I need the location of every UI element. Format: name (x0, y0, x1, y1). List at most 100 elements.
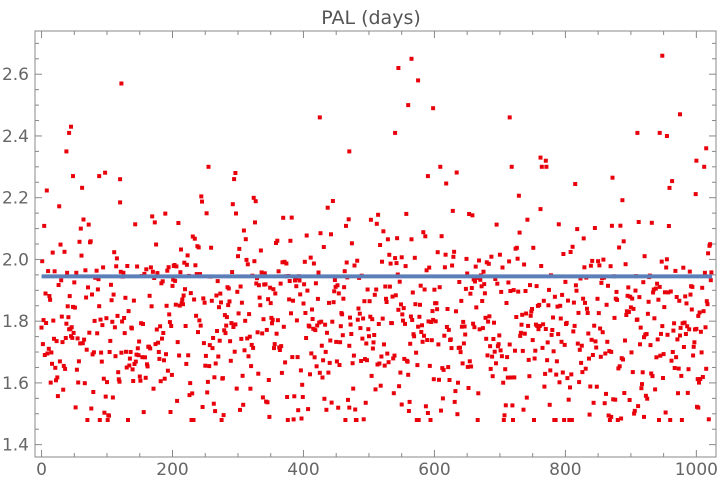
data-point (670, 350, 675, 354)
data-point (411, 332, 416, 337)
data-point (272, 342, 277, 347)
data-point (297, 278, 302, 283)
data-point (247, 312, 252, 317)
data-point (115, 313, 120, 318)
data-point (232, 349, 237, 354)
data-point (174, 264, 179, 269)
data-point (70, 335, 75, 340)
data-point (656, 297, 661, 302)
data-point (425, 338, 430, 342)
data-point (71, 330, 76, 335)
data-point (396, 66, 401, 70)
data-point (702, 270, 707, 275)
data-point (392, 353, 397, 358)
data-point (510, 403, 515, 408)
data-point (67, 294, 72, 299)
data-point (165, 368, 170, 373)
data-point (246, 354, 251, 359)
data-point (204, 211, 209, 216)
data-point (384, 296, 388, 301)
data-point (222, 328, 227, 333)
data-point (206, 164, 211, 169)
data-point (94, 268, 99, 273)
data-point (399, 255, 404, 260)
data-point (397, 279, 402, 284)
data-point (622, 391, 627, 395)
data-point (442, 333, 447, 338)
data-point (336, 291, 341, 296)
data-point (701, 309, 706, 314)
data-point (486, 261, 491, 266)
data-point (136, 353, 141, 358)
data-point (211, 336, 216, 340)
data-point (678, 325, 683, 330)
data-point (416, 324, 421, 329)
data-point (637, 295, 642, 300)
data-point (683, 294, 688, 299)
data-point (499, 289, 504, 294)
data-point (592, 323, 597, 328)
data-point (229, 321, 234, 326)
data-point (249, 364, 254, 369)
data-point (243, 237, 248, 242)
data-point (232, 177, 237, 182)
data-point (372, 292, 377, 297)
data-point (311, 261, 316, 266)
data-point (505, 355, 510, 360)
data-point (695, 377, 700, 382)
data-point (304, 336, 309, 340)
data-point (338, 340, 343, 345)
data-point (587, 412, 592, 417)
data-point (451, 254, 456, 259)
data-point (431, 377, 436, 382)
data-point (688, 292, 693, 297)
data-point (150, 269, 155, 274)
data-point (256, 371, 261, 376)
data-point (506, 280, 511, 285)
data-point (54, 339, 59, 344)
data-point (177, 353, 182, 358)
data-point (698, 329, 703, 334)
data-point (327, 300, 331, 305)
data-point (188, 291, 193, 296)
data-point (539, 264, 544, 268)
data-point (554, 372, 559, 377)
data-point (556, 222, 561, 227)
data-point (585, 311, 590, 315)
data-point (498, 348, 503, 353)
data-point (188, 381, 193, 386)
data-point (384, 300, 389, 304)
data-point (233, 171, 238, 175)
data-point (666, 224, 671, 228)
data-point (90, 352, 95, 357)
data-point (44, 188, 49, 193)
data-point (432, 287, 437, 292)
data-point (684, 301, 689, 306)
data-points (39, 53, 714, 422)
data-point (409, 237, 414, 242)
data-point (185, 253, 190, 258)
data-point (285, 418, 290, 422)
data-point (370, 346, 375, 351)
data-point (267, 414, 272, 419)
data-point (615, 297, 620, 302)
data-point (566, 298, 570, 303)
data-point (601, 257, 606, 262)
data-point (109, 282, 113, 287)
data-point (569, 418, 574, 422)
data-point (367, 334, 371, 339)
data-point (145, 364, 150, 369)
data-point (198, 272, 202, 277)
data-point (681, 345, 686, 349)
data-point (447, 378, 452, 382)
data-point (400, 312, 405, 317)
data-point (66, 315, 71, 320)
data-point (428, 418, 433, 422)
data-point (200, 405, 205, 409)
data-point (636, 404, 641, 409)
data-point (659, 331, 663, 336)
data-point (175, 398, 180, 403)
data-point (298, 292, 303, 297)
data-point (205, 379, 210, 384)
data-point (650, 374, 655, 379)
